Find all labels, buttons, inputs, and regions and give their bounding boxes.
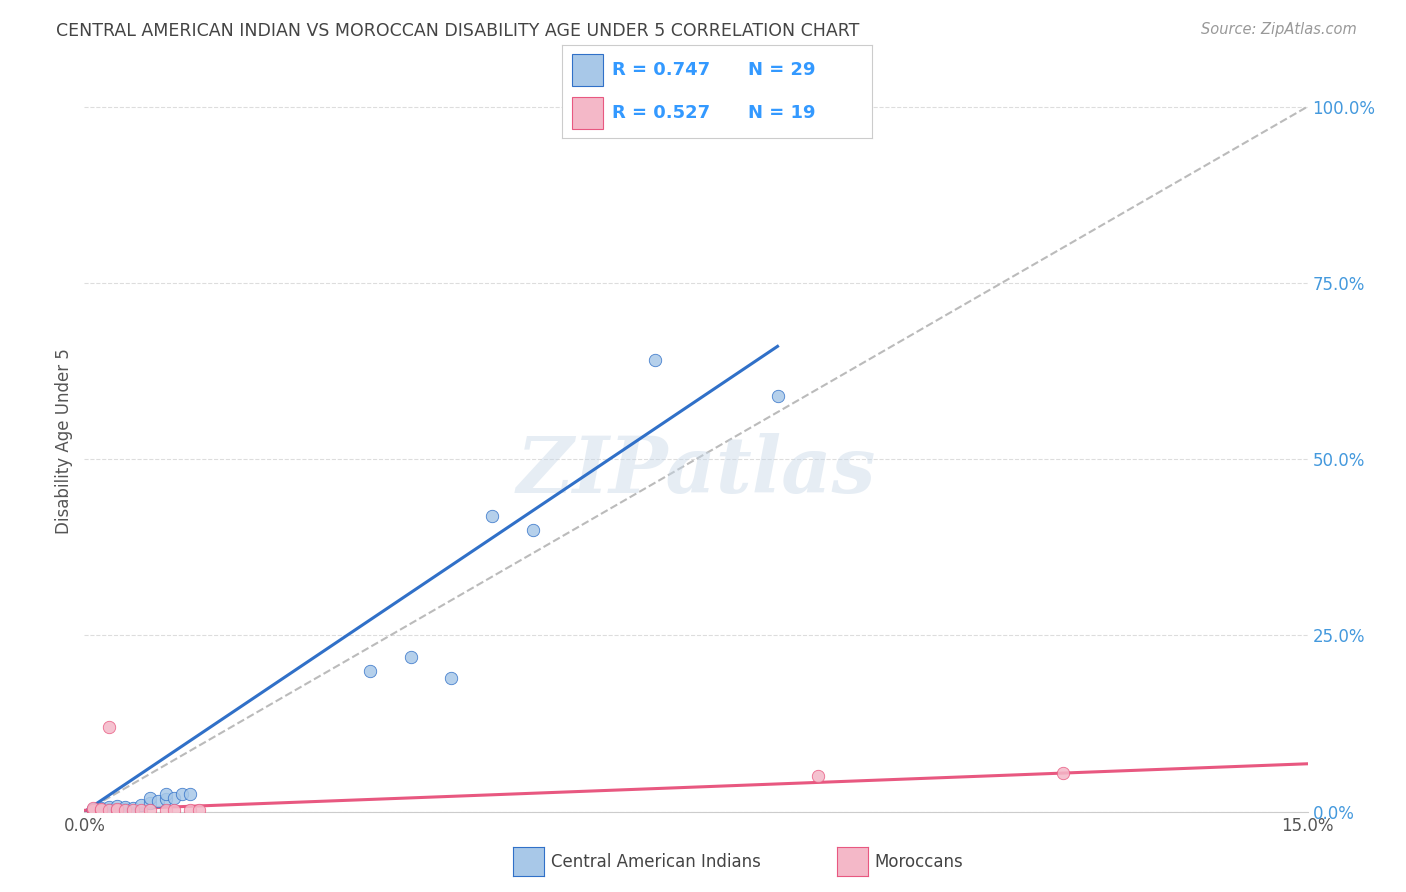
Point [807,769,830,783]
Point [172,787,194,801]
Point [481,508,503,523]
Point [82,803,104,817]
Point [90,803,112,817]
FancyBboxPatch shape [572,97,603,129]
Point [131,803,153,817]
Point [146,794,169,808]
Point [440,671,463,685]
Point [179,787,201,801]
Point [155,787,177,801]
Point [114,803,136,817]
Point [90,801,112,815]
Point [138,797,160,811]
Point [114,802,136,816]
Point [105,799,128,814]
Point [131,797,153,812]
Point [155,803,177,817]
Point [82,802,104,816]
Text: CENTRAL AMERICAN INDIAN VS MOROCCAN DISABILITY AGE UNDER 5 CORRELATION CHART: CENTRAL AMERICAN INDIAN VS MOROCCAN DISA… [56,22,859,40]
Point [179,803,201,817]
Point [97,803,120,817]
Point [105,803,128,817]
Point [1052,766,1074,780]
Point [82,803,104,817]
Point [766,389,789,403]
Point [97,802,120,816]
FancyBboxPatch shape [572,54,603,86]
Point [97,720,120,734]
Point [122,801,145,815]
Point [399,649,422,664]
Point [90,803,112,817]
Text: R = 0.527: R = 0.527 [612,104,710,122]
Point [644,353,666,368]
Text: ZIPatlas: ZIPatlas [516,433,876,509]
Text: N = 19: N = 19 [748,104,815,122]
Point [97,800,120,814]
Point [359,664,381,678]
Point [105,802,128,816]
Text: R = 0.747: R = 0.747 [612,61,710,78]
Point [187,803,209,817]
Y-axis label: Disability Age Under 5: Disability Age Under 5 [55,349,73,534]
Point [522,523,544,537]
Point [122,803,145,817]
Point [138,790,160,805]
Text: Central American Indians: Central American Indians [551,853,761,871]
Point [82,803,104,817]
Point [90,804,112,818]
Point [105,803,128,817]
Point [114,799,136,814]
Point [90,802,112,816]
Point [97,803,120,817]
Point [155,792,177,806]
Text: Source: ZipAtlas.com: Source: ZipAtlas.com [1201,22,1357,37]
Point [163,803,186,817]
Point [82,801,104,815]
Point [163,790,186,805]
Point [138,803,160,817]
Text: Moroccans: Moroccans [875,853,963,871]
Text: N = 29: N = 29 [748,61,815,78]
